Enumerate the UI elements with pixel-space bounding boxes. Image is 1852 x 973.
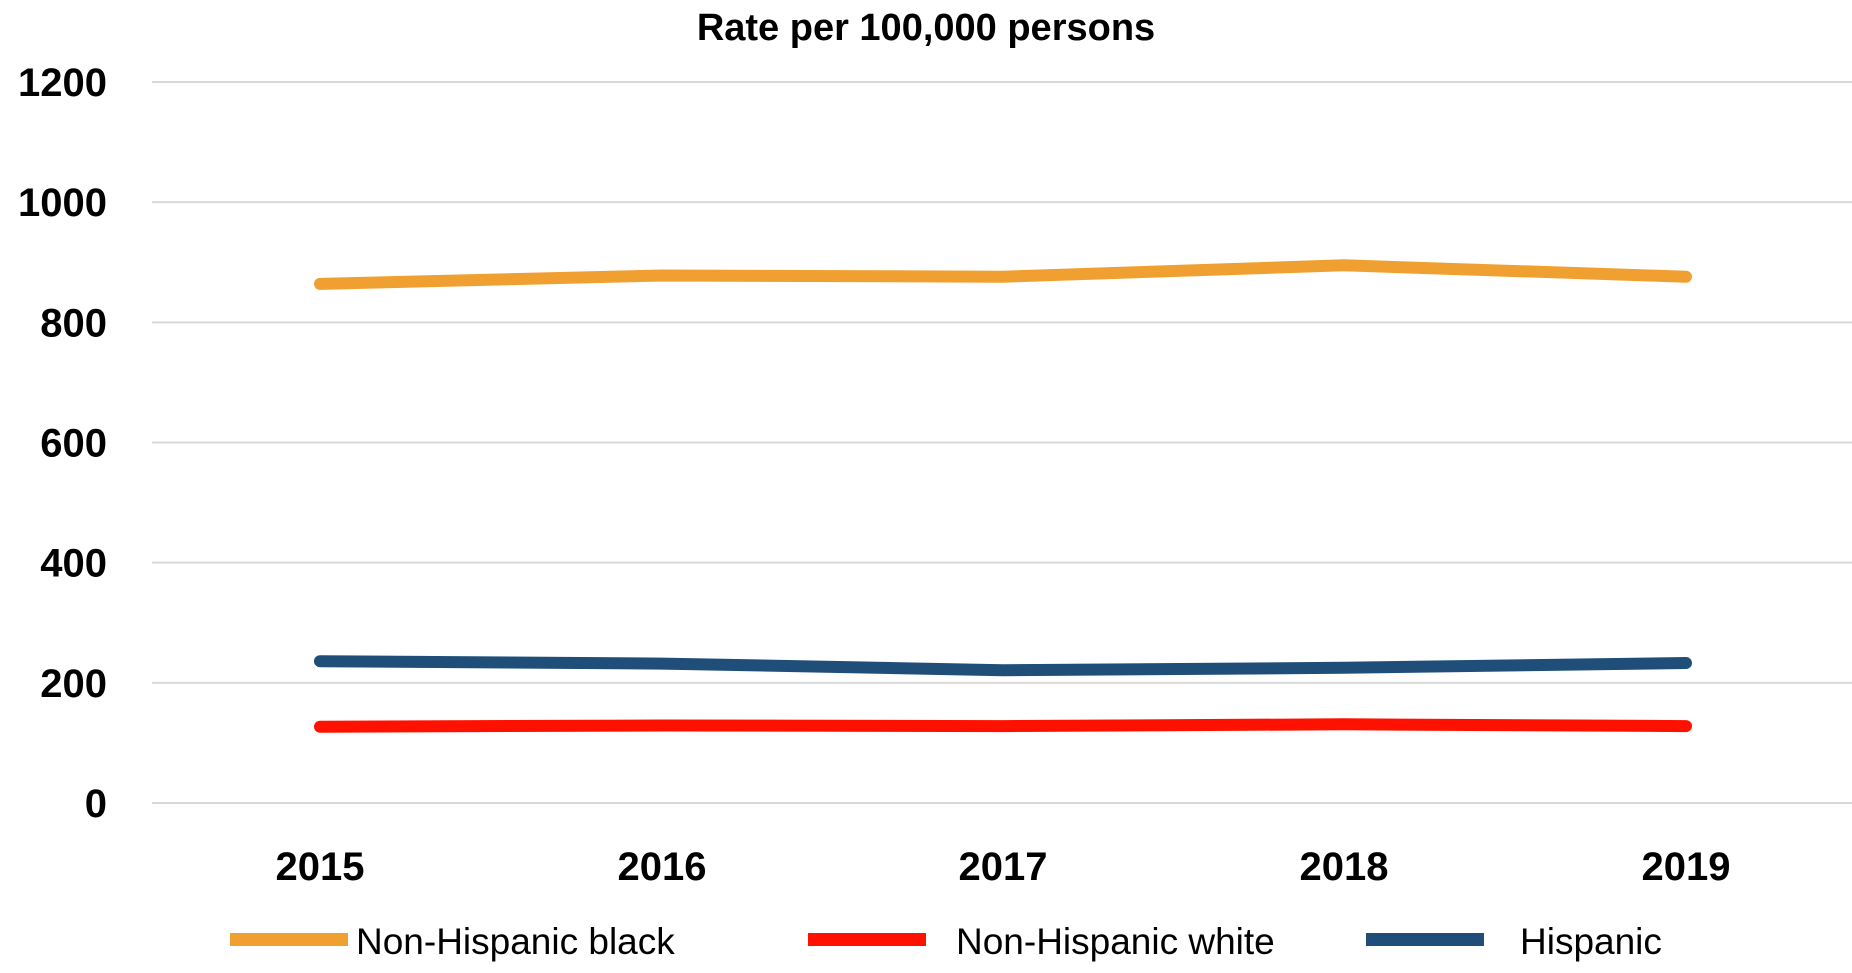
legend-swatch-3: [1366, 933, 1484, 946]
legend-label-3: Hispanic: [1520, 921, 1662, 962]
gridlines: [152, 81, 1852, 804]
x-tick-label-2016: 2016: [618, 845, 707, 889]
y-tick-label-1200: 1200: [18, 61, 107, 105]
legend: Non-Hispanic black Non-Hispanic white Hisp…: [230, 921, 1662, 962]
y-tick-label-600: 600: [40, 422, 107, 466]
chart-title: Rate per 100,000 persons: [697, 7, 1155, 49]
y-tick-label-400: 400: [40, 542, 107, 586]
legend-label-2: Non-Hispanic white: [956, 921, 1275, 962]
legend-swatch-2: [808, 933, 926, 946]
legend-swatch-1: [230, 933, 348, 946]
x-tick-label-2019: 2019: [1642, 845, 1731, 889]
legend-label-1: Non-Hispanic black: [356, 921, 675, 962]
series-lines: [314, 259, 1692, 733]
x-tick-label-2015: 2015: [276, 845, 365, 889]
x-tick-label-2018: 2018: [1300, 845, 1389, 889]
y-tick-label-200: 200: [40, 662, 107, 706]
y-tick-label-0: 0: [85, 782, 107, 826]
series-line-2: [314, 718, 1692, 733]
y-tick-label-800: 800: [40, 301, 107, 345]
series-line-1: [314, 259, 1692, 290]
y-axis-tick-labels: 0 200 400 600 800 1000 1200: [18, 61, 107, 826]
x-tick-label-2017: 2017: [959, 845, 1048, 889]
series-line-3: [314, 655, 1692, 677]
x-axis-tick-labels: 2015 2016 2017 2018 2019: [276, 845, 1731, 889]
y-tick-label-1000: 1000: [18, 181, 107, 225]
